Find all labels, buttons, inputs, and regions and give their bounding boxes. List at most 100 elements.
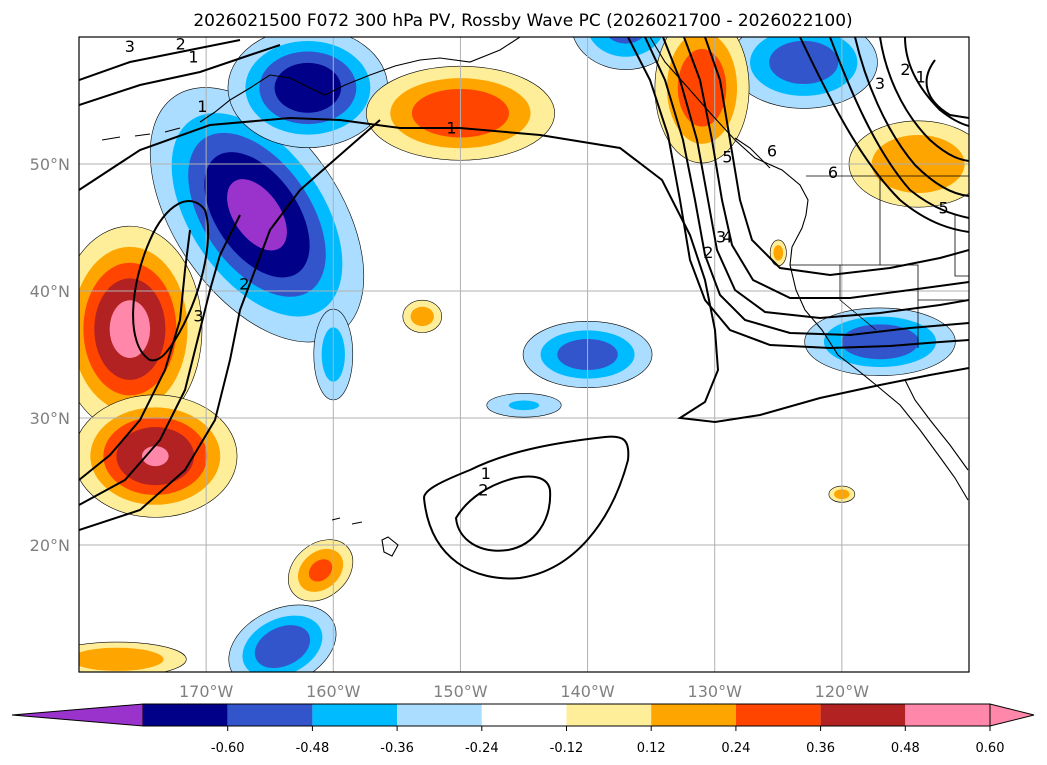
pc-contour-ridge-6 xyxy=(704,37,969,277)
coastline-north-america xyxy=(649,37,969,501)
coastlines xyxy=(101,37,969,557)
pc-contour-1-wave xyxy=(79,119,381,531)
pc-contour-ridge-2 xyxy=(627,37,969,350)
colorbar-bin xyxy=(651,704,736,726)
colorbar-tick-label: 0.12 xyxy=(637,741,666,756)
lat-tick-label: 30°N xyxy=(30,409,70,428)
contour-label: 2 xyxy=(703,243,713,262)
anomaly-level-2 xyxy=(254,625,311,669)
pv-anomaly-negative-7 xyxy=(486,393,562,418)
colorbar-under-arrow xyxy=(11,703,144,727)
map-frame xyxy=(78,36,970,673)
anomaly-level-4 xyxy=(141,446,169,467)
pv-anomaly-negative-0 xyxy=(149,87,365,343)
pc-contour-1-north xyxy=(79,116,969,424)
colorbar-tick-label: -0.60 xyxy=(211,741,245,756)
anomaly-level-1 xyxy=(508,400,540,411)
colorbar-tick-label: 0.48 xyxy=(891,741,920,756)
pv-anomaly-negative-3 xyxy=(729,37,878,109)
pc-contour-nw-corner xyxy=(79,39,281,106)
colorbar-tick-label: 0.24 xyxy=(721,741,750,756)
contour-label: 1 xyxy=(916,68,926,87)
colorbar-tick-label: -0.36 xyxy=(380,741,414,756)
colorbar-tick-label: 0.36 xyxy=(806,741,835,756)
pc-contour-2-wave xyxy=(79,214,241,506)
lon-tick-label: 140°W xyxy=(560,682,615,701)
colorbar-bin xyxy=(481,704,567,726)
lon-tick-label: 130°W xyxy=(688,682,743,701)
contour-label: 1 xyxy=(481,464,491,483)
lon-tick-label: 120°W xyxy=(815,682,870,701)
pc-contour-trough-2 xyxy=(454,475,552,552)
anomaly-level-4 xyxy=(109,300,151,358)
anomaly-level-1 xyxy=(589,37,662,57)
pv-anomaly-positive-16 xyxy=(402,299,443,333)
contour-label: 4 xyxy=(722,228,732,247)
contour-label: 3 xyxy=(193,306,203,325)
anomaly-level-2 xyxy=(841,324,919,360)
pc-contour-ridge-4 xyxy=(662,37,969,320)
figure-title: 2026021500 F072 300 hPa PV, Rossby Wave … xyxy=(193,11,852,31)
contour-label: 1 xyxy=(446,118,456,137)
contour-label: 2 xyxy=(176,35,186,54)
contour-label: 3 xyxy=(125,37,135,56)
colorbar-bin xyxy=(566,704,652,726)
lat-tick-label: 40°N xyxy=(30,282,70,301)
coastline-baja-gulf xyxy=(904,379,969,471)
pc-contour-trough-1 xyxy=(422,435,630,580)
contour-label: 2 xyxy=(478,480,488,499)
contour-label: 6 xyxy=(767,141,777,160)
coastline-alaska xyxy=(269,37,521,96)
colorbar-over-arrow xyxy=(989,703,1035,727)
pc-contour-ridge-3-east xyxy=(879,37,969,162)
colorbar-bin xyxy=(312,704,398,726)
anomaly-level-1 xyxy=(79,647,164,671)
anomaly-level-3 xyxy=(274,62,342,113)
colorbar-tick-label: 0.60 xyxy=(976,741,1005,756)
colorbar-tick-label: -0.48 xyxy=(296,741,330,756)
anomaly-level-2 xyxy=(308,559,333,582)
lon-tick-label: 160°W xyxy=(306,682,361,701)
state-borders xyxy=(790,175,969,348)
contour-label: 3 xyxy=(716,228,726,247)
coastline-hawaii xyxy=(331,517,399,557)
contour-label: 5 xyxy=(722,148,732,167)
anomaly-level-2 xyxy=(769,40,839,84)
pc-contour-ridge-5-east xyxy=(829,37,969,219)
rossby-wave-pc-contours xyxy=(79,37,969,580)
pv-anomaly-negative-8 xyxy=(228,604,337,672)
pv-anomaly-negative-1 xyxy=(227,37,389,148)
contour-label: 1 xyxy=(188,47,198,66)
lat-tick-label: 20°N xyxy=(30,536,70,555)
coastline-vancouver-island xyxy=(734,137,771,169)
lon-tick-label: 150°W xyxy=(433,682,488,701)
pv-anomaly-positive-12 xyxy=(79,394,238,518)
contour-label: 5 xyxy=(938,198,948,217)
colorbar-bin xyxy=(820,704,906,726)
anomaly-level-4 xyxy=(227,179,287,251)
pc-contour-3-closed xyxy=(132,200,210,362)
colorbar-bin xyxy=(905,704,990,726)
pv-anomaly-negative-2 xyxy=(573,37,679,70)
pc-contour-ridge-1-east xyxy=(925,59,969,119)
anomaly-level-2 xyxy=(608,37,644,44)
colorbar-bin xyxy=(735,704,821,726)
lat-tick-label: 50°N xyxy=(30,155,70,174)
anomaly-level-1 xyxy=(410,306,434,327)
pc-contour-ridge-2-east xyxy=(904,37,969,127)
colorbar-bin xyxy=(397,704,482,726)
colorbar: -0.60 -0.48 -0.36 -0.24 -0.12 0.12 0.24 0.36 0.4… xyxy=(11,703,1035,756)
colorbar-bin xyxy=(227,704,313,726)
axis-tick-labels: 170°W 160°W 150°W 140°W 130°W 120°W 20°N 30°N 40… xyxy=(30,155,870,701)
pv-anomaly-positive-17 xyxy=(769,239,787,267)
anomaly-level-1 xyxy=(773,245,784,261)
pc-contour-ridge-3 xyxy=(644,37,969,337)
contour-label: 3 xyxy=(875,74,885,93)
contour-label: 6 xyxy=(828,163,838,182)
colorbar-tick-label: -0.12 xyxy=(550,741,584,756)
contour-label: 2 xyxy=(239,275,249,294)
colorbar-bin xyxy=(143,704,228,726)
